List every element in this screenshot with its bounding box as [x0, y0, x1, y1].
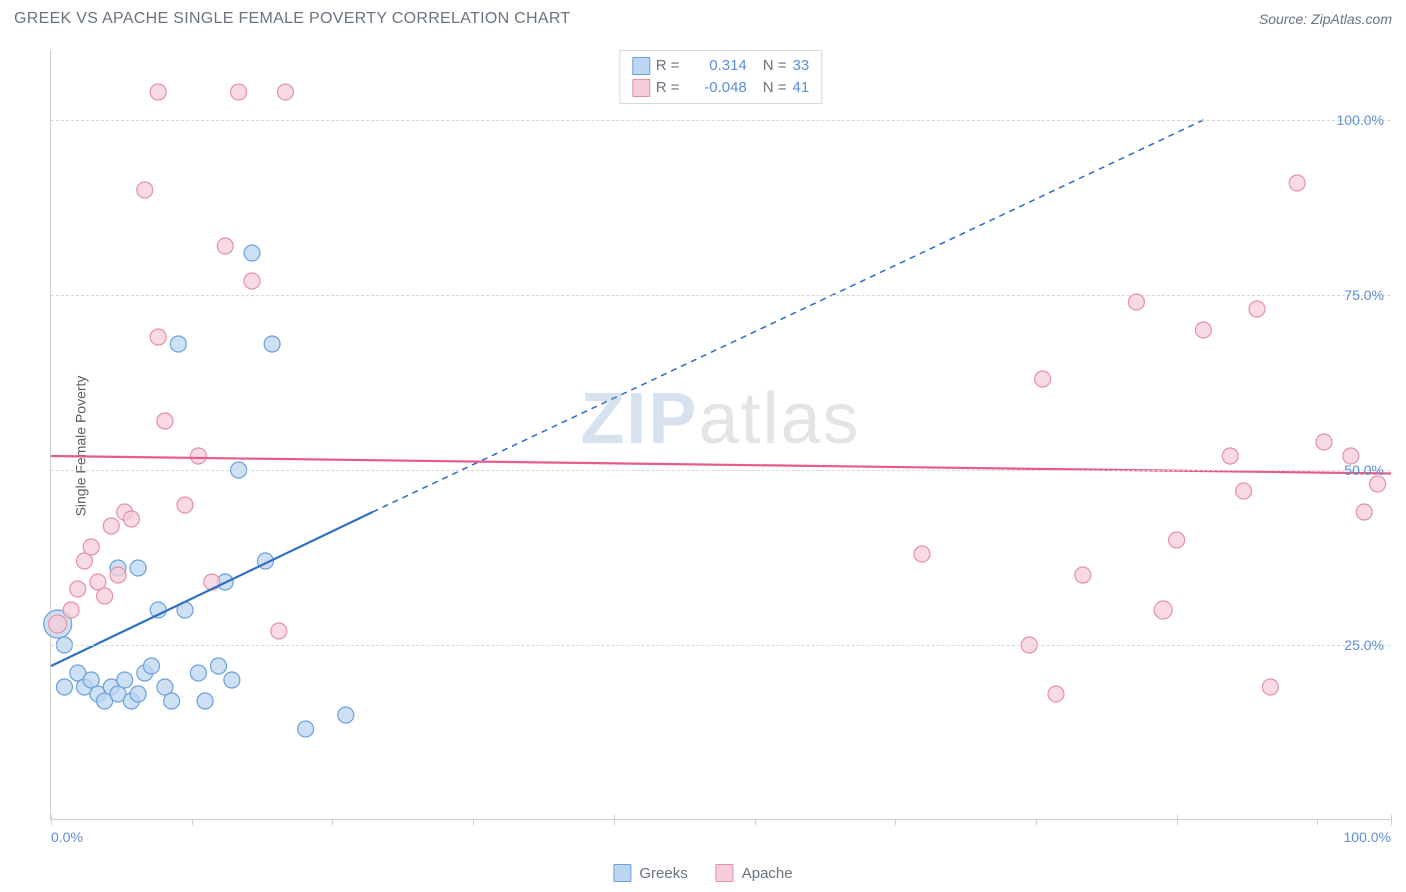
data-point	[150, 84, 166, 100]
data-point	[103, 518, 119, 534]
x-tick	[895, 819, 896, 825]
data-point	[1262, 679, 1278, 695]
scatter-chart	[51, 50, 1390, 819]
x-tick	[332, 819, 333, 825]
y-tick-label: 75.0%	[1344, 287, 1384, 303]
data-point	[914, 546, 930, 562]
data-point	[278, 84, 294, 100]
data-point	[70, 581, 86, 597]
x-tick	[1036, 819, 1037, 825]
legend-swatch	[632, 57, 650, 75]
header: GREEK VS APACHE SINGLE FEMALE POVERTY CO…	[14, 10, 1392, 28]
data-point	[231, 84, 247, 100]
y-tick-label: 100.0%	[1337, 112, 1384, 128]
data-point	[97, 588, 113, 604]
data-point	[110, 567, 126, 583]
data-point	[211, 658, 227, 674]
trend-line	[373, 120, 1204, 512]
n-value: 33	[793, 55, 810, 77]
data-point	[56, 679, 72, 695]
data-point	[244, 245, 260, 261]
data-point	[271, 623, 287, 639]
data-point	[170, 336, 186, 352]
legend-swatch	[716, 864, 734, 882]
source-label: Source: ZipAtlas.com	[1259, 11, 1392, 27]
y-tick-label: 50.0%	[1344, 462, 1384, 478]
x-tick-label: 0.0%	[51, 829, 83, 845]
gridline	[51, 120, 1390, 121]
plot-area: ZIPatlas R =0.314N =33R =-0.048N =41 25.…	[50, 50, 1390, 820]
data-point	[1048, 686, 1064, 702]
gridline	[51, 470, 1390, 471]
data-point	[164, 693, 180, 709]
data-point	[264, 336, 280, 352]
data-point	[130, 560, 146, 576]
x-tick	[1317, 819, 1318, 825]
data-point	[1128, 294, 1144, 310]
n-label: N =	[763, 77, 787, 99]
data-point	[1316, 434, 1332, 450]
correlation-legend: R = 0.314 N = 33 R = -0.048 N = 41	[619, 50, 822, 104]
r-value: 0.314	[692, 55, 747, 77]
data-point	[197, 693, 213, 709]
x-tick	[51, 815, 52, 825]
n-label: N =	[763, 55, 787, 77]
data-point	[1370, 476, 1386, 492]
legend-swatch	[632, 79, 650, 97]
x-tick	[755, 819, 756, 825]
data-point	[1249, 301, 1265, 317]
data-point	[1236, 483, 1252, 499]
legend-swatch	[613, 864, 631, 882]
r-label: R =	[656, 55, 686, 77]
legend-item: Greeks	[613, 864, 687, 882]
data-point	[117, 672, 133, 688]
chart-title: GREEK VS APACHE SINGLE FEMALE POVERTY CO…	[14, 10, 571, 28]
data-point	[130, 686, 146, 702]
data-point	[244, 273, 260, 289]
legend-row: R = -0.048 N = 41	[632, 77, 809, 99]
data-point	[150, 329, 166, 345]
data-point	[123, 511, 139, 527]
r-value: -0.048	[692, 77, 747, 99]
n-value: 41	[793, 77, 810, 99]
data-point	[137, 182, 153, 198]
data-point	[1289, 175, 1305, 191]
legend-label: Apache	[742, 865, 793, 882]
data-point	[1075, 567, 1091, 583]
legend-item: Apache	[716, 864, 793, 882]
x-tick	[614, 815, 615, 825]
gridline	[51, 295, 1390, 296]
x-tick	[192, 819, 193, 825]
x-tick-label: 100.0%	[1344, 829, 1391, 845]
legend-label: Greeks	[639, 865, 687, 882]
data-point	[1035, 371, 1051, 387]
gridline	[51, 645, 1390, 646]
data-point	[177, 497, 193, 513]
data-point	[190, 665, 206, 681]
data-point	[1195, 322, 1211, 338]
data-point	[63, 602, 79, 618]
data-point	[1169, 532, 1185, 548]
r-label: R =	[656, 77, 686, 99]
legend-row: R = 0.314 N = 33	[632, 55, 809, 77]
x-tick	[1177, 815, 1178, 825]
data-point	[204, 574, 220, 590]
data-point	[144, 658, 160, 674]
data-point	[83, 539, 99, 555]
data-point	[190, 448, 206, 464]
x-tick	[1391, 815, 1392, 825]
data-point	[49, 615, 67, 633]
data-point	[1356, 504, 1372, 520]
data-point	[217, 238, 233, 254]
data-point	[157, 413, 173, 429]
x-tick	[473, 819, 474, 825]
y-tick-label: 25.0%	[1344, 637, 1384, 653]
data-point	[224, 672, 240, 688]
data-point	[338, 707, 354, 723]
series-legend: Greeks Apache	[613, 864, 792, 882]
data-point	[1222, 448, 1238, 464]
data-point	[1154, 601, 1172, 619]
data-point	[298, 721, 314, 737]
